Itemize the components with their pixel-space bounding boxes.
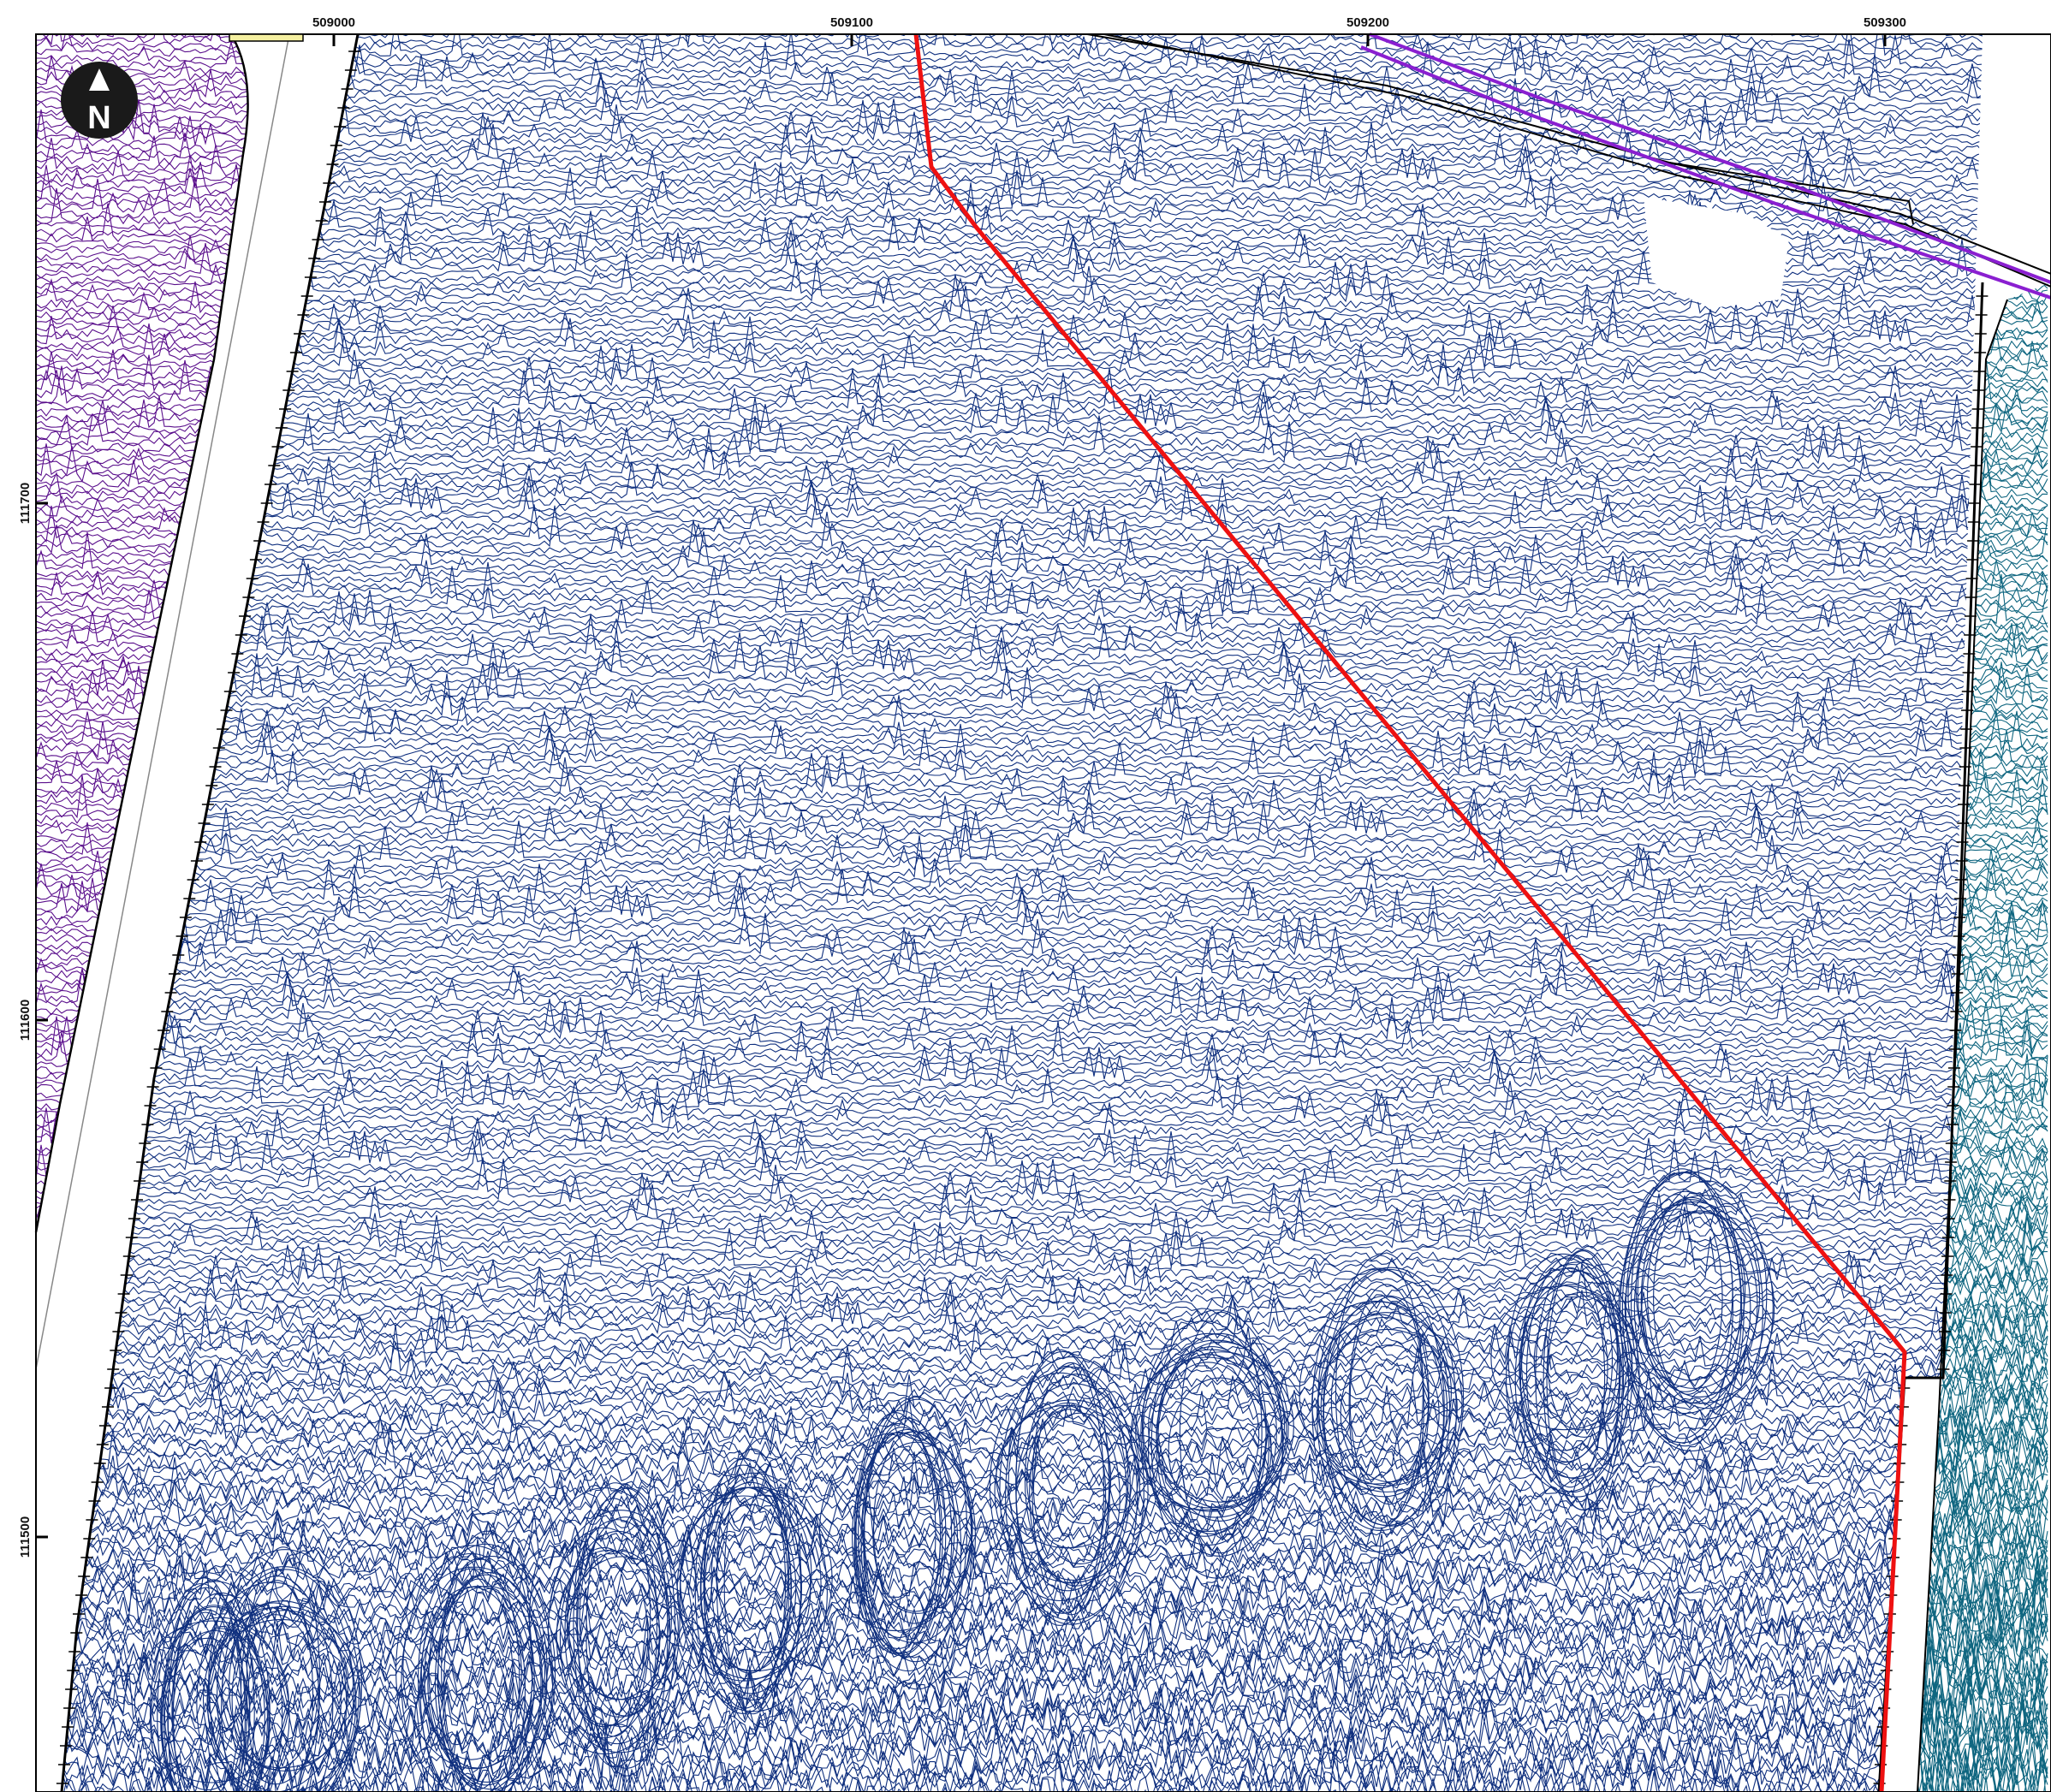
northing-label-111500: 111500 <box>18 1516 33 1558</box>
red-route-line <box>913 33 1907 1792</box>
road-edge-line <box>35 33 290 1370</box>
northing-label-111700: 111700 <box>18 483 33 524</box>
north-arrow-icon: N <box>61 62 138 139</box>
teal-area-boundary <box>1917 299 2008 1792</box>
purple-area-boundary <box>34 153 245 1233</box>
purple-area-boundary-top <box>229 33 249 155</box>
easting-label-509300: 509300 <box>1864 15 1906 30</box>
easting-label-509200: 509200 <box>1347 15 1389 30</box>
data-gap-area <box>1644 197 1789 308</box>
northing-ticks: 111700 111600 111500 <box>18 483 48 1558</box>
west-survey-boundary <box>60 33 360 1792</box>
survey-trace-layers <box>36 34 2048 1792</box>
north-arrow-letter: N <box>87 100 110 136</box>
purple-pipeline-north <box>1369 33 2051 284</box>
easting-label-509100: 509100 <box>830 15 873 30</box>
easting-ticks: 509000 509100 509200 509300 <box>312 15 1906 46</box>
purple-pipeline-south <box>1360 45 2051 300</box>
easting-label-509000: 509000 <box>312 15 355 30</box>
scale-bar-box <box>229 33 304 42</box>
survey-traces-blue <box>62 34 1983 1792</box>
map-frame <box>35 33 2051 1792</box>
northing-label-111600: 111600 <box>18 1000 33 1041</box>
road-line-3 <box>1668 162 1914 225</box>
